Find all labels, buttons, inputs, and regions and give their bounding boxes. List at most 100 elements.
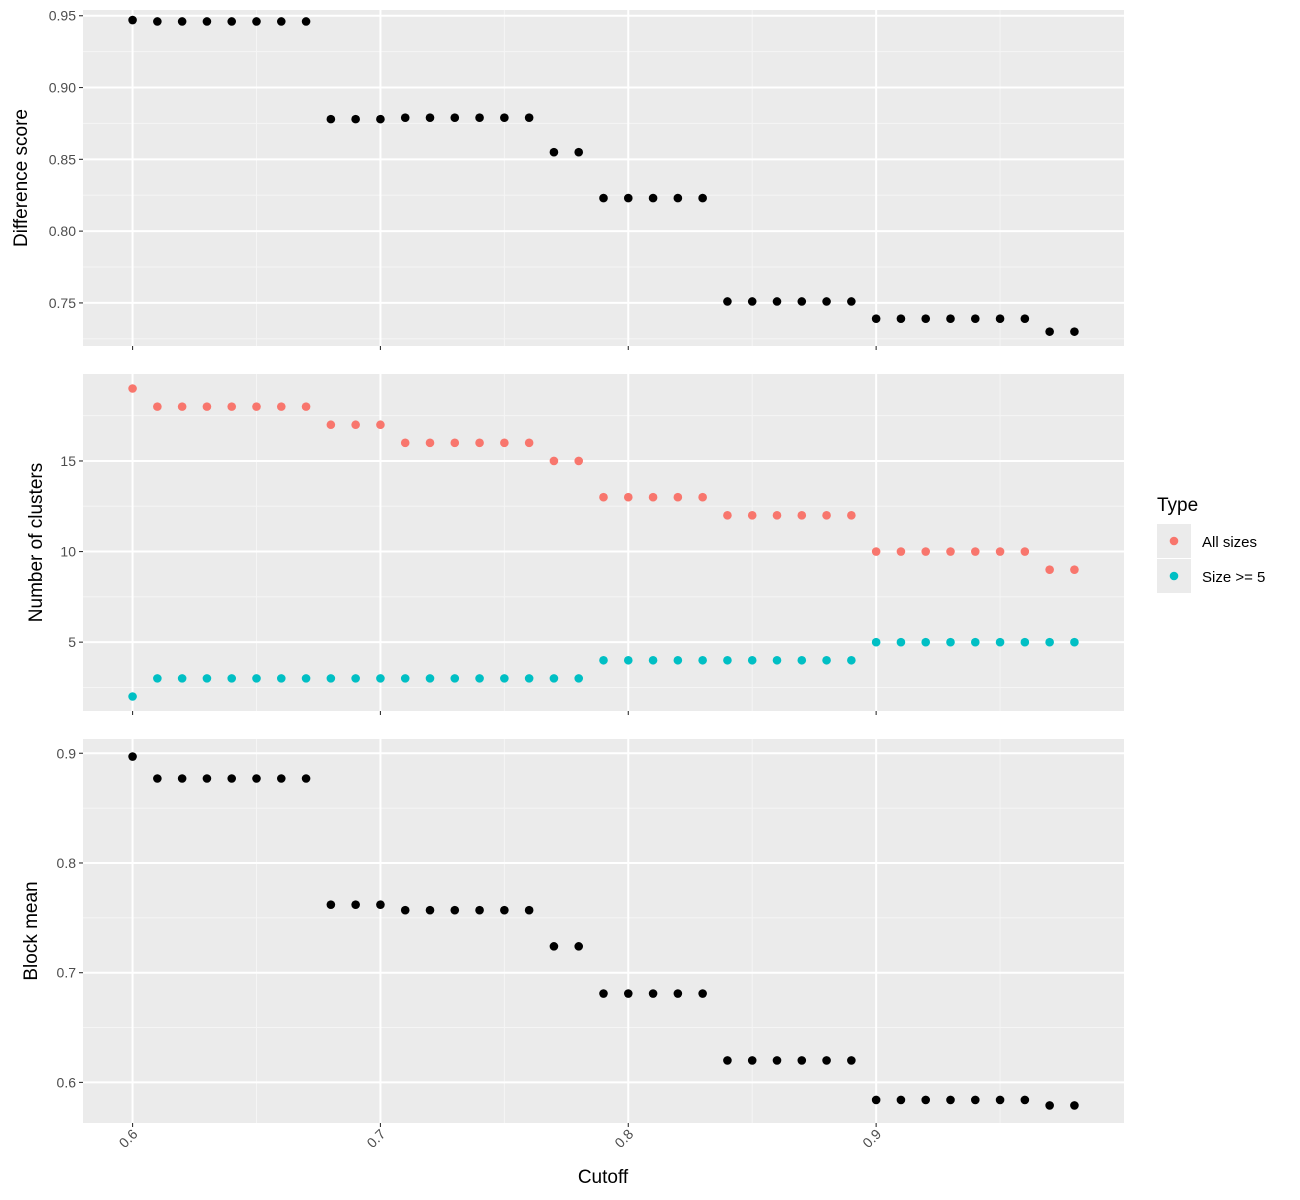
y-tick-label: 0.80	[49, 223, 76, 239]
point-all-sizes	[450, 438, 460, 448]
point-size-5	[500, 674, 509, 683]
y-tick-label: 0.6	[57, 1074, 77, 1090]
y-axis-title: Number of clusters	[26, 463, 47, 622]
point	[177, 774, 187, 783]
point	[921, 1095, 931, 1105]
panel-1: 0.75 0.80 0.85 0.90 0.95 Difference score	[11, 8, 1124, 350]
point	[128, 752, 137, 761]
point	[921, 314, 931, 324]
point-all-sizes	[202, 402, 212, 411]
point-size-5	[202, 674, 212, 683]
point	[698, 989, 707, 998]
point-all-sizes	[252, 402, 261, 411]
point-all-sizes	[970, 547, 980, 556]
point-size-5	[723, 655, 732, 665]
panel-background	[83, 739, 1124, 1123]
y-tick-label: 0.7	[57, 965, 77, 981]
x-tick-label: 0.9	[859, 1126, 884, 1151]
point-all-sizes	[301, 402, 311, 411]
point-size-5	[252, 674, 261, 683]
point-size-5	[400, 674, 410, 683]
point-size-5	[747, 655, 757, 665]
point-size-5	[599, 655, 608, 665]
x-tick-label: 0.7	[363, 1126, 388, 1151]
point-all-sizes	[946, 547, 955, 556]
point-all-sizes	[995, 547, 1005, 556]
point-all-sizes	[500, 438, 509, 448]
point	[946, 314, 955, 324]
point	[153, 774, 162, 783]
point-all-sizes	[376, 420, 385, 430]
point	[648, 989, 658, 998]
point	[252, 774, 261, 783]
x-axis-title: Cutoff	[578, 1167, 629, 1188]
point-size-5	[475, 674, 484, 683]
point	[1020, 314, 1030, 324]
point-size-5	[822, 655, 831, 665]
point	[524, 113, 534, 122]
point	[500, 113, 509, 122]
point-all-sizes	[549, 456, 559, 466]
point-all-sizes	[574, 456, 584, 466]
point-size-5	[946, 637, 955, 647]
point-size-5	[673, 655, 683, 665]
point-size-5	[970, 637, 980, 647]
point-size-5	[1020, 637, 1030, 647]
point-all-sizes	[822, 511, 831, 520]
point-all-sizes	[871, 547, 881, 556]
panel-3: 0.6 0.7 0.8 0.9 0.6 0.7 0.8 0.9 Block mean	[21, 739, 1124, 1151]
point	[673, 193, 683, 203]
point-size-5	[648, 655, 658, 665]
point	[896, 1095, 906, 1105]
point-size-5	[524, 674, 534, 683]
point	[549, 147, 559, 157]
panel-background	[83, 10, 1124, 346]
point	[1020, 1095, 1030, 1105]
point-all-sizes	[1070, 565, 1079, 574]
point-size-5	[153, 674, 162, 683]
point-size-5	[276, 674, 286, 683]
point-all-sizes	[698, 492, 707, 502]
point	[227, 17, 237, 26]
point	[599, 193, 608, 203]
point	[772, 1056, 782, 1065]
point	[153, 17, 162, 26]
point	[747, 1056, 757, 1065]
point	[623, 989, 633, 998]
point	[574, 942, 584, 951]
point	[723, 297, 732, 306]
point-all-sizes	[623, 492, 633, 502]
y-tick-label: 15	[60, 453, 76, 469]
point	[326, 114, 336, 124]
point	[1045, 1101, 1054, 1110]
point	[747, 297, 757, 306]
point	[202, 17, 212, 26]
point-size-5	[871, 637, 881, 647]
y-tick-label: 10	[60, 544, 76, 560]
y-tick-label: 0.85	[49, 151, 76, 167]
point	[351, 900, 360, 909]
point-size-5	[623, 655, 633, 665]
point-all-sizes	[896, 547, 906, 556]
point-all-sizes	[648, 492, 658, 502]
panel-2: 5 10 15 Number of clusters	[26, 374, 1124, 715]
point-all-sizes	[326, 420, 336, 430]
point	[128, 15, 137, 25]
point	[970, 314, 980, 324]
point	[797, 1056, 807, 1065]
y-tick-label: 0.90	[49, 80, 76, 96]
point	[202, 774, 212, 783]
point-size-5	[772, 655, 782, 665]
y-tick-label: 0.75	[49, 295, 76, 311]
point-size-5	[326, 674, 336, 683]
y-tick-label: 0.8	[57, 855, 77, 871]
point	[648, 193, 658, 203]
point	[698, 193, 707, 203]
point	[376, 900, 385, 909]
point-size-5	[450, 674, 460, 683]
point	[376, 114, 385, 124]
point	[450, 905, 460, 915]
point	[871, 1095, 881, 1105]
point	[723, 1056, 732, 1065]
point	[871, 314, 881, 324]
